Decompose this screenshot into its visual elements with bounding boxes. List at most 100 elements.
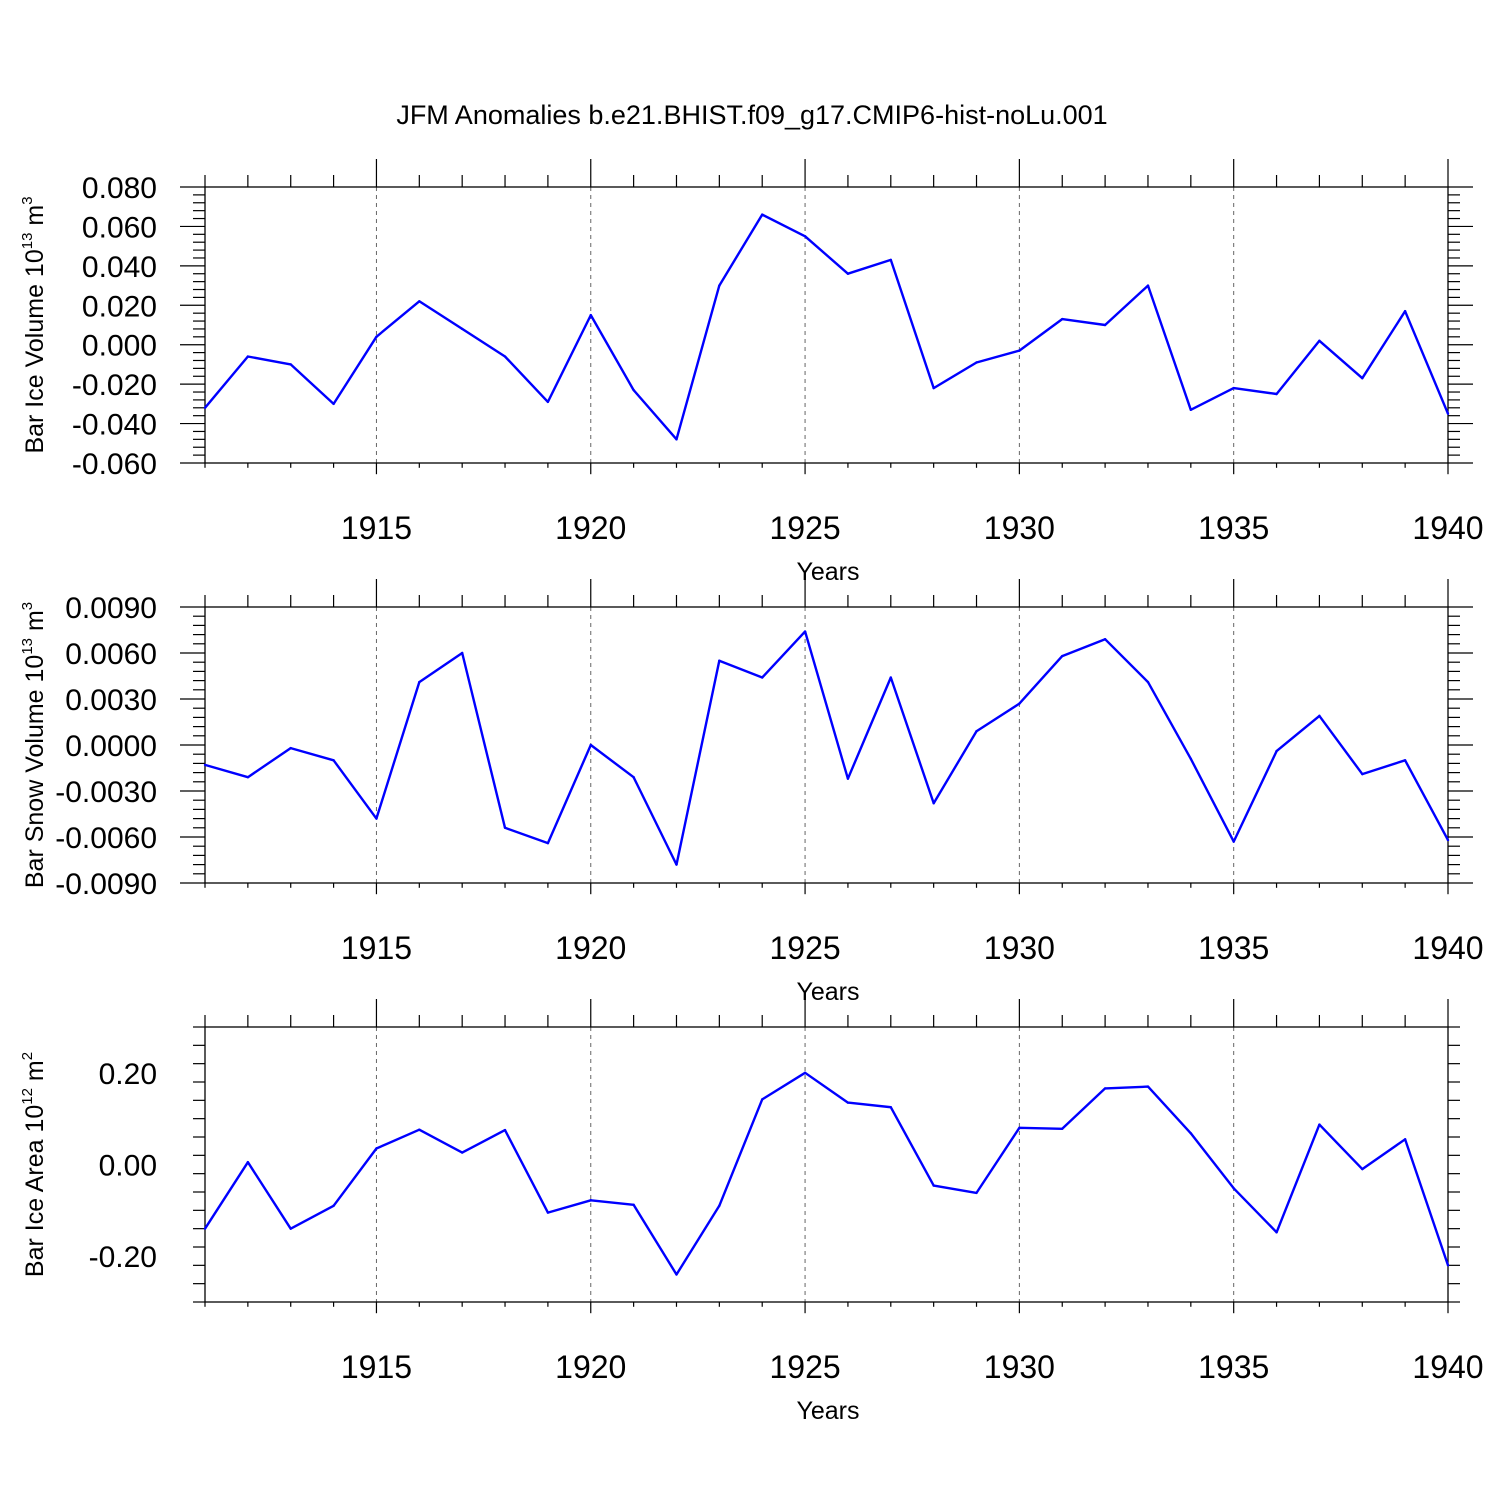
y-axis-title-exponent: 13 bbox=[19, 638, 36, 655]
panels: 1915 1920 1925 1930 1935 1940 0.080 0.060 0.040 0… bbox=[19, 159, 1484, 1425]
x-tick-label: 1930 bbox=[984, 510, 1055, 546]
data-point bbox=[375, 817, 378, 820]
y-tick-label: -0.0060 bbox=[55, 822, 157, 855]
data-point bbox=[1232, 386, 1235, 390]
data-point bbox=[1318, 339, 1321, 342]
x-axis-title: Years bbox=[796, 558, 859, 586]
data-point bbox=[846, 272, 850, 275]
data-point bbox=[546, 1211, 550, 1214]
y-tick-label: 0.0060 bbox=[65, 638, 157, 671]
data-point bbox=[1061, 1127, 1064, 1130]
data-point bbox=[1403, 759, 1407, 762]
data-point bbox=[803, 1071, 807, 1075]
data-point bbox=[1318, 1123, 1321, 1126]
y-axis-title-unit: m bbox=[21, 1060, 49, 1088]
data-point bbox=[1103, 638, 1107, 641]
data-point bbox=[803, 235, 807, 238]
data-point bbox=[975, 361, 978, 364]
data-point bbox=[460, 1151, 464, 1154]
data-point bbox=[761, 1098, 764, 1101]
x-tick-label: 1930 bbox=[984, 930, 1055, 966]
data-point bbox=[1275, 1231, 1278, 1234]
data-point bbox=[675, 863, 678, 866]
data-point bbox=[546, 400, 550, 404]
data-point bbox=[1446, 412, 1450, 415]
y-tick-label: 0.060 bbox=[82, 211, 157, 244]
data-point bbox=[503, 1128, 507, 1132]
x-tick-label: 1935 bbox=[1198, 1349, 1269, 1385]
data-point bbox=[1189, 1132, 1193, 1135]
data-point bbox=[332, 1204, 335, 1207]
y-axis-title-unit-exponent: 3 bbox=[19, 602, 36, 610]
data-point bbox=[589, 313, 592, 317]
data-point bbox=[1232, 1187, 1235, 1190]
data-point bbox=[1189, 757, 1193, 760]
y-tick-label: -0.0030 bbox=[55, 776, 157, 809]
data-point bbox=[1103, 1087, 1107, 1090]
y-tick-label: 0.0000 bbox=[65, 730, 157, 763]
x-axis-title: Years bbox=[796, 978, 859, 1006]
plot-frame bbox=[204, 186, 1449, 464]
data-point bbox=[1275, 749, 1278, 753]
plot-frame bbox=[204, 606, 1449, 884]
y-axis-title-main: Bar Snow Volume 10 bbox=[21, 655, 49, 888]
y-axis-title: Bar Snow Volume 1013 m3 bbox=[19, 602, 49, 888]
data-point bbox=[889, 676, 892, 679]
y-axis-title-exponent: 12 bbox=[19, 1088, 36, 1105]
y-tick-label: 0.00 bbox=[99, 1150, 157, 1183]
x-tick-label: 1925 bbox=[769, 510, 840, 546]
x-tick-label: 1940 bbox=[1412, 1349, 1483, 1385]
data-point bbox=[1446, 1264, 1450, 1267]
data-point bbox=[1361, 1167, 1364, 1171]
data-point bbox=[632, 388, 635, 392]
data-point bbox=[289, 746, 292, 750]
data-point bbox=[418, 300, 421, 303]
data-point bbox=[418, 680, 421, 684]
data-point bbox=[1361, 377, 1364, 380]
data-point bbox=[546, 841, 550, 845]
data-point bbox=[1232, 840, 1235, 843]
data-point bbox=[1018, 349, 1021, 352]
x-tick-label: 1925 bbox=[769, 930, 840, 966]
y-tick-label: -0.0090 bbox=[55, 868, 157, 901]
data-point bbox=[1018, 1126, 1021, 1130]
data-point bbox=[246, 776, 250, 779]
y-tick-label: -0.060 bbox=[72, 448, 157, 481]
data-point bbox=[246, 1161, 250, 1164]
data-point bbox=[503, 826, 507, 829]
data-point bbox=[975, 730, 978, 733]
data-point bbox=[1403, 310, 1407, 313]
y-tick-label: 0.20 bbox=[99, 1058, 157, 1091]
data-point bbox=[246, 355, 250, 358]
y-axis-title-unit: m bbox=[21, 205, 49, 233]
data-point bbox=[289, 1227, 292, 1230]
data-point bbox=[1018, 702, 1021, 705]
data-point bbox=[332, 402, 335, 406]
y-axis-title-exponent: 13 bbox=[19, 233, 36, 250]
y-tick-label: -0.20 bbox=[89, 1241, 157, 1274]
x-tick-label: 1915 bbox=[341, 510, 412, 546]
data-point bbox=[632, 776, 635, 779]
data-point bbox=[1146, 284, 1150, 287]
x-tick-label: 1930 bbox=[984, 1349, 1055, 1385]
plot-frame bbox=[204, 1026, 1449, 1303]
data-point bbox=[761, 213, 764, 216]
x-tick-label: 1935 bbox=[1198, 510, 1269, 546]
data-point bbox=[718, 659, 721, 662]
x-tick-label: 1925 bbox=[769, 1349, 840, 1385]
data-point bbox=[289, 363, 292, 366]
x-tick-label: 1915 bbox=[341, 930, 412, 966]
data-point bbox=[932, 1184, 935, 1187]
data-point bbox=[1061, 654, 1064, 658]
data-point bbox=[1446, 838, 1450, 842]
data-point bbox=[1275, 392, 1278, 396]
data-point bbox=[203, 1227, 207, 1230]
data-point bbox=[889, 1106, 892, 1109]
y-tick-label: 0.0030 bbox=[65, 684, 157, 717]
y-tick-label: 0.0090 bbox=[65, 592, 157, 625]
data-point bbox=[589, 1199, 592, 1202]
data-point bbox=[632, 1203, 635, 1207]
data-point bbox=[203, 406, 207, 409]
data-point bbox=[803, 630, 807, 633]
